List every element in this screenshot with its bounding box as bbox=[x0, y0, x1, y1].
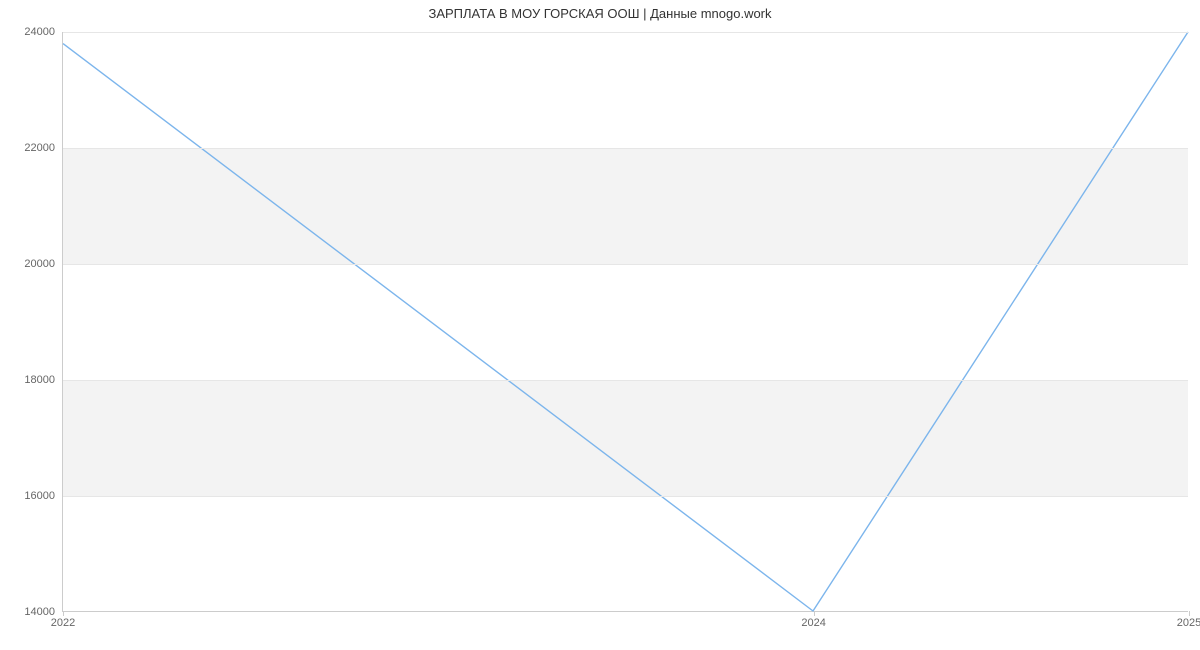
salary-line-chart: ЗАРПЛАТА В МОУ ГОРСКАЯ ООШ | Данные mnog… bbox=[0, 0, 1200, 650]
x-tick-label: 2024 bbox=[801, 611, 825, 629]
line-layer bbox=[63, 32, 1188, 611]
plot-area: 1400016000180002000022000240002022202420… bbox=[62, 32, 1188, 612]
y-gridline bbox=[63, 148, 1188, 149]
x-tick-label: 2022 bbox=[51, 611, 75, 629]
y-tick-label: 20000 bbox=[24, 258, 63, 270]
series-salary bbox=[63, 32, 1188, 611]
chart-title: ЗАРПЛАТА В МОУ ГОРСКАЯ ООШ | Данные mnog… bbox=[0, 6, 1200, 21]
y-tick-label: 24000 bbox=[24, 26, 63, 38]
y-gridline bbox=[63, 264, 1188, 265]
y-gridline bbox=[63, 380, 1188, 381]
y-tick-label: 16000 bbox=[24, 490, 63, 502]
y-tick-label: 18000 bbox=[24, 374, 63, 386]
y-tick-label: 22000 bbox=[24, 142, 63, 154]
y-gridline bbox=[63, 496, 1188, 497]
y-gridline bbox=[63, 32, 1188, 33]
x-tick-label: 2025 bbox=[1177, 611, 1200, 629]
